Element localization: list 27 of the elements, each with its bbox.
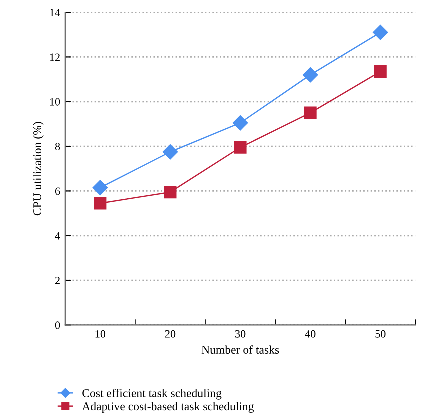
- y-tick-label: 2: [55, 277, 60, 284]
- y-tick-label: 12: [50, 54, 60, 62]
- point: [92, 180, 108, 196]
- y-tick-label: 10: [50, 98, 60, 106]
- y-axis-title: CPU utilization (%): [33, 122, 44, 216]
- point: [232, 116, 248, 131]
- x-tick-label: 40: [305, 330, 316, 338]
- point: [374, 65, 387, 78]
- point: [164, 186, 177, 199]
- point: [303, 68, 318, 83]
- point: [162, 144, 178, 160]
- x-tick-label: 50: [376, 330, 386, 338]
- point: [373, 25, 388, 40]
- legend-label: Cost efficient task scheduling: [82, 388, 222, 400]
- point: [234, 141, 247, 154]
- y-tick-label: 0: [55, 322, 60, 330]
- x-tick-label: 20: [165, 330, 176, 338]
- y-tick-label: 6: [55, 188, 60, 196]
- point: [304, 106, 317, 120]
- x-tick-label: 30: [236, 330, 246, 338]
- x-tick-label: 10: [96, 330, 106, 338]
- x-axis-title: Number of tasks: [202, 346, 280, 354]
- y-tick-label: 14: [50, 9, 60, 16]
- y-tick-label: 4: [55, 232, 60, 240]
- legend-label: Adaptive cost-based task scheduling: [82, 402, 254, 414]
- point: [94, 197, 107, 210]
- y-tick-label: 8: [55, 143, 60, 151]
